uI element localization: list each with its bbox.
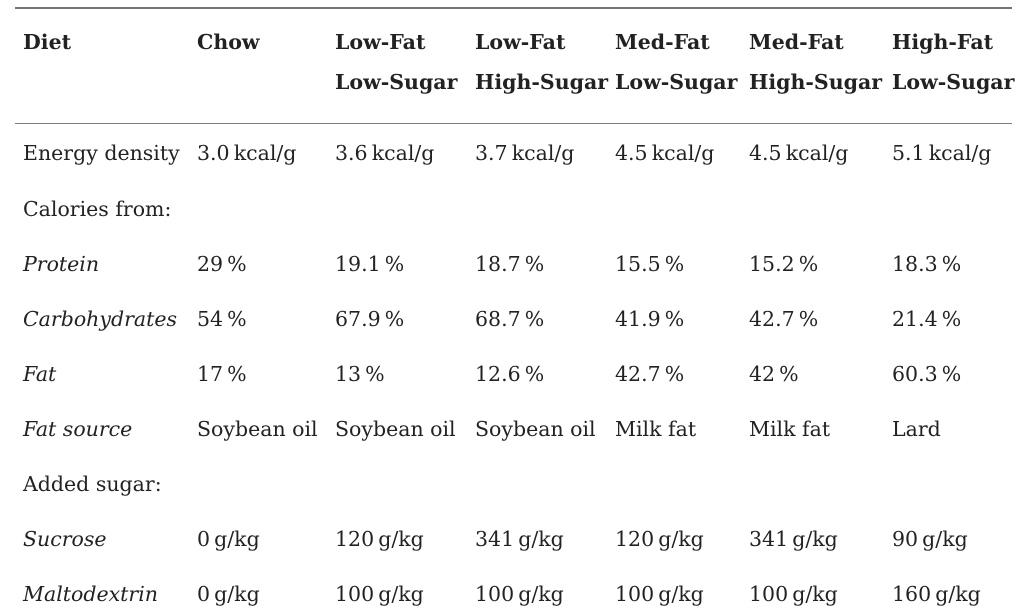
cell: 160 g/kg xyxy=(892,581,981,606)
header-row: Diet Chow Low-Fat Low-Sugar Low-Fat High… xyxy=(15,8,1015,124)
table-row-fat-source: Fat source Soybean oil Soybean oil Soybe… xyxy=(15,401,1012,456)
cell xyxy=(892,181,1012,236)
row-label: Protein xyxy=(23,251,100,276)
column-header-med-fat-low-sugar: Med-Fat Low-Sugar xyxy=(615,8,749,124)
cell xyxy=(475,181,615,236)
row-label: Sucrose xyxy=(23,526,107,551)
cell: 13 % xyxy=(335,361,385,386)
cell xyxy=(335,181,475,236)
cell: 12.6 % xyxy=(475,361,545,386)
cell: 341 g/kg xyxy=(749,526,838,551)
cell: 15.5 % xyxy=(615,251,685,276)
cell: Soybean oil xyxy=(197,416,318,441)
header-line1: Med-Fat xyxy=(615,30,710,54)
header-line2: Low-Sugar xyxy=(615,70,738,94)
cell: 54 % xyxy=(197,306,247,331)
cell: 19.1 % xyxy=(335,251,405,276)
cell: 4.5 kcal/g xyxy=(749,140,849,165)
table-row-sucrose: Sucrose 0 g/kg 120 g/kg 341 g/kg 120 g/k… xyxy=(15,511,1012,566)
cell xyxy=(335,456,475,511)
column-header-med-fat-high-sugar: Med-Fat High-Sugar xyxy=(749,8,892,124)
header-line1: Chow xyxy=(197,30,260,54)
cell: 4.5 kcal/g xyxy=(615,140,715,165)
cell: 3.6 kcal/g xyxy=(335,140,435,165)
cell: Milk fat xyxy=(749,416,831,441)
cell: 100 g/kg xyxy=(335,581,424,606)
column-header-diet: Diet xyxy=(15,8,197,124)
header-line1: Med-Fat xyxy=(749,30,844,54)
header-line2: High-Sugar xyxy=(749,70,883,94)
cell: Lard xyxy=(892,416,941,441)
cell: 100 g/kg xyxy=(475,581,564,606)
cell: 120 g/kg xyxy=(615,526,704,551)
diet-composition-table: Diet Chow Low-Fat Low-Sugar Low-Fat High… xyxy=(15,7,1015,610)
cell: 21.4 % xyxy=(892,306,962,331)
cell: 3.7 kcal/g xyxy=(475,140,575,165)
cell: 42.7 % xyxy=(615,361,685,386)
cell xyxy=(197,181,335,236)
header-line2: Low-Sugar xyxy=(335,70,458,94)
cell xyxy=(615,456,749,511)
cell: 18.3 % xyxy=(892,251,962,276)
cell: 100 g/kg xyxy=(749,581,838,606)
cell xyxy=(749,456,892,511)
row-label: Added sugar: xyxy=(23,471,162,496)
table-row-fat: Fat 17 % 13 % 12.6 % 42.7 % 42 % 60.3 % xyxy=(15,346,1012,401)
cell: 42.7 % xyxy=(749,306,819,331)
cell xyxy=(892,456,1012,511)
table-row-added-sugar: Added sugar: xyxy=(15,456,1012,511)
cell: Soybean oil xyxy=(475,416,596,441)
cell: 100 g/kg xyxy=(615,581,704,606)
row-label: Maltodextrin xyxy=(23,581,158,606)
header-line1: Diet xyxy=(23,30,72,54)
header-line2: High-Sugar xyxy=(475,70,609,94)
cell: 18.7 % xyxy=(475,251,545,276)
column-header-low-fat-high-sugar: Low-Fat High-Sugar xyxy=(475,8,615,124)
cell: 42 % xyxy=(749,361,799,386)
row-label: Fat xyxy=(23,361,57,386)
column-header-chow: Chow xyxy=(197,8,335,124)
table-header: Diet Chow Low-Fat Low-Sugar Low-Fat High… xyxy=(15,8,1015,124)
row-label: Carbohydrates xyxy=(23,306,177,331)
table-body: Energy density 3.0 kcal/g 3.6 kcal/g 3.7… xyxy=(15,124,1012,610)
cell: Milk fat xyxy=(615,416,697,441)
cell: 341 g/kg xyxy=(475,526,564,551)
header-line2: Low-Sugar xyxy=(892,70,1015,94)
cell: 41.9 % xyxy=(615,306,685,331)
cell: 5.1 kcal/g xyxy=(892,140,992,165)
cell xyxy=(749,181,892,236)
cell: 90 g/kg xyxy=(892,526,968,551)
table-row-calories-from: Calories from: xyxy=(15,181,1012,236)
row-label: Fat source xyxy=(23,416,133,441)
header-line1: Low-Fat xyxy=(475,30,566,54)
table-row-protein: Protein 29 % 19.1 % 18.7 % 15.5 % 15.2 %… xyxy=(15,236,1012,291)
cell: 29 % xyxy=(197,251,247,276)
cell xyxy=(197,456,335,511)
column-header-low-fat-low-sugar: Low-Fat Low-Sugar xyxy=(335,8,475,124)
column-header-high-fat-low-sugar: High-Fat Low-Sugar xyxy=(892,8,1015,124)
cell: 15.2 % xyxy=(749,251,819,276)
cell xyxy=(615,181,749,236)
row-label: Calories from: xyxy=(23,196,172,221)
cell: Soybean oil xyxy=(335,416,456,441)
cell: 60.3 % xyxy=(892,361,962,386)
header-line1: High-Fat xyxy=(892,30,994,54)
cell: 0 g/kg xyxy=(197,526,260,551)
cell xyxy=(475,456,615,511)
table-row-energy-density: Energy density 3.0 kcal/g 3.6 kcal/g 3.7… xyxy=(15,124,1012,182)
cell: 3.0 kcal/g xyxy=(197,140,297,165)
cell: 120 g/kg xyxy=(335,526,424,551)
cell: 17 % xyxy=(197,361,247,386)
row-label: Energy density xyxy=(23,140,180,165)
header-line1: Low-Fat xyxy=(335,30,426,54)
table-row-maltodextrin: Maltodextrin 0 g/kg 100 g/kg 100 g/kg 10… xyxy=(15,566,1012,610)
cell: 67.9 % xyxy=(335,306,405,331)
table-row-carbohydrates: Carbohydrates 54 % 67.9 % 68.7 % 41.9 % … xyxy=(15,291,1012,346)
cell: 0 g/kg xyxy=(197,581,260,606)
cell: 68.7 % xyxy=(475,306,545,331)
